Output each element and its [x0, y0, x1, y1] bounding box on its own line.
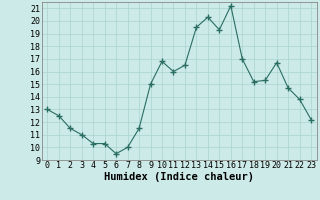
X-axis label: Humidex (Indice chaleur): Humidex (Indice chaleur)	[104, 172, 254, 182]
